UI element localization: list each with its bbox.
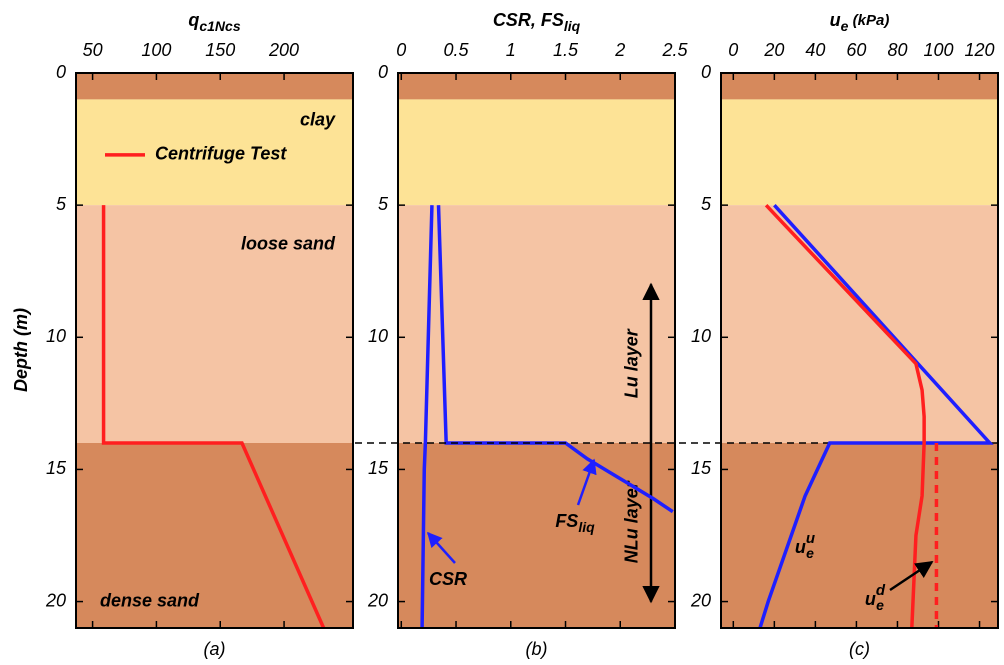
x-tick-label: 100: [923, 40, 953, 60]
y-tick-label: 20: [367, 590, 388, 610]
x-tick-label: 0: [396, 40, 406, 60]
x-tick-label: 2: [614, 40, 625, 60]
x-tick-label: 1: [506, 40, 516, 60]
y-tick-label: 10: [368, 326, 388, 346]
layer-label: dense sand: [100, 590, 200, 610]
y-axis-label: Depth (m): [11, 308, 31, 392]
panel-title-base: CSR, FS: [493, 10, 564, 30]
x-tick-label: 200: [268, 40, 299, 60]
series-label-sub: liq: [578, 519, 595, 535]
y-tick-label: 0: [701, 62, 711, 82]
panel-caption: (a): [204, 639, 226, 659]
series-label: CSR: [429, 569, 467, 589]
y-tick-label: 20: [45, 590, 66, 610]
y-tick-label: 0: [378, 62, 388, 82]
soil-layer: [721, 73, 998, 99]
panel-title-rest: (kPa): [848, 12, 889, 29]
x-tick-label: 40: [805, 40, 825, 60]
y-tick-label: 15: [46, 458, 67, 478]
x-tick-label: 2.5: [661, 40, 688, 60]
x-tick-label: 120: [965, 40, 995, 60]
soil-layer: [398, 73, 675, 99]
series-label-sub: e: [806, 545, 814, 561]
panel-title-sub: liq: [564, 18, 581, 34]
panel-title-sub: e: [841, 18, 849, 34]
x-tick-label: 1.5: [553, 40, 579, 60]
series-label-base: FS: [555, 511, 578, 531]
soil-layer: [721, 99, 998, 205]
y-tick-label: 20: [690, 590, 711, 610]
layer-label: loose sand: [241, 234, 336, 254]
soil-layer: [398, 99, 675, 205]
x-tick-label: 80: [887, 40, 907, 60]
layer-label: Lu layer: [622, 328, 642, 398]
soil-layer: [721, 443, 998, 628]
x-tick-label: 0: [728, 40, 738, 60]
soil-layer: [76, 73, 353, 99]
panel-caption: (c): [849, 639, 870, 659]
legend-label: Centrifuge Test: [155, 144, 287, 164]
y-tick-label: 5: [701, 194, 712, 214]
x-tick-label: 0.5: [444, 40, 470, 60]
y-tick-label: 5: [56, 194, 67, 214]
y-tick-label: 15: [368, 458, 389, 478]
series-label-base: u: [795, 537, 806, 557]
series-label-base: u: [865, 589, 876, 609]
panel-caption: (b): [526, 639, 548, 659]
figure: 5010015020005101520qc1Ncs(a)Depth (m)cla…: [0, 0, 1004, 665]
x-tick-label: 100: [141, 40, 171, 60]
y-tick-label: 10: [46, 326, 66, 346]
x-tick-label: 50: [83, 40, 103, 60]
layer-label: clay: [300, 109, 336, 129]
x-tick-label: 20: [763, 40, 784, 60]
y-tick-label: 15: [691, 458, 712, 478]
series-label-sub: e: [876, 597, 884, 613]
y-tick-label: 5: [378, 194, 389, 214]
layer-label: NLu layer: [622, 480, 642, 563]
panel-title-base: u: [830, 10, 841, 30]
panel-title-sub: c1Ncs: [199, 18, 240, 34]
panel-title-base: q: [188, 10, 199, 30]
panel-title: CSR, FSliq: [493, 10, 581, 34]
panel-title: ue (kPa): [830, 10, 890, 34]
y-tick-label: 0: [56, 62, 66, 82]
y-tick-label: 10: [691, 326, 711, 346]
x-tick-label: 60: [846, 40, 866, 60]
x-tick-label: 150: [205, 40, 235, 60]
panel-title: qc1Ncs: [188, 10, 240, 34]
